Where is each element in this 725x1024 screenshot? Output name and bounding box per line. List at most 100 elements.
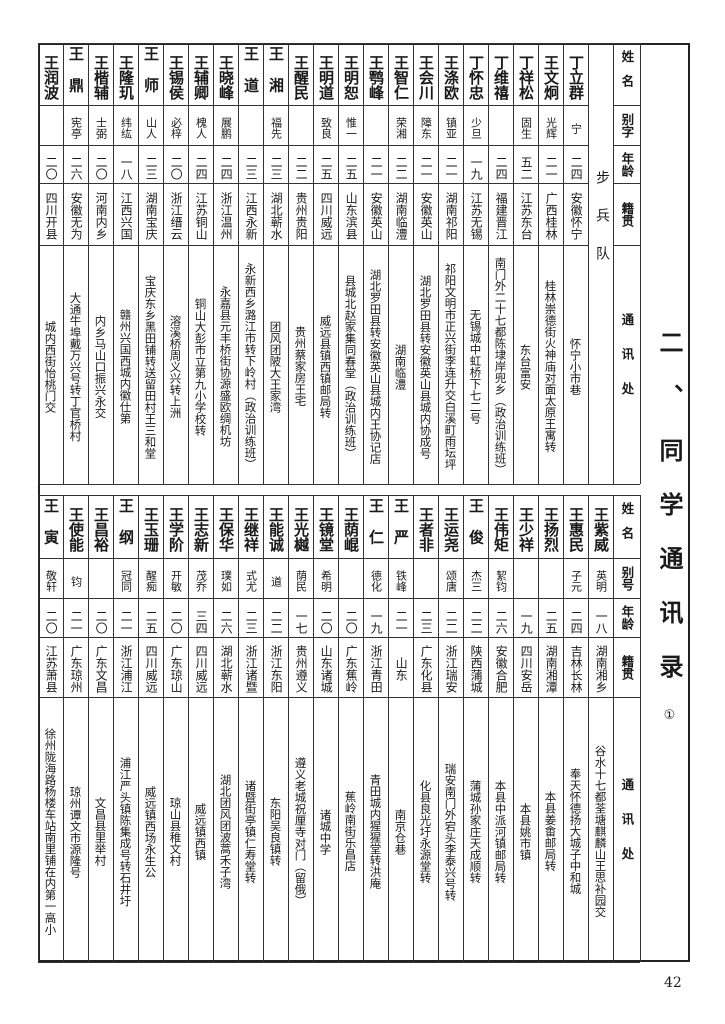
bottom-address-cell: 湖北团风团波蒿禾子湾 (218, 774, 233, 889)
top-age-cell: 二〇 (169, 156, 184, 180)
top-alias-cell: 纬纮 (119, 117, 133, 139)
top-name-cell: 王师 (142, 45, 160, 109)
bottom-header-origin-cell: 籍贯 (619, 654, 635, 680)
bottom-age-cell: 二四 (569, 609, 584, 634)
bottom-origin-cell: 湖北蕲水 (219, 645, 234, 693)
bottom-address-cell: 奉天怀德扬大城子中和城 (568, 768, 583, 895)
bottom-age-cell: 一八 (594, 609, 609, 634)
top-address-cell: 东台富安 (518, 343, 533, 390)
bottom-alias-cell: 英明 (594, 570, 608, 592)
bottom-origin-cell: 四川威远 (194, 645, 209, 693)
table-separator (38, 484, 640, 485)
top-origin-cell: 贵州贵阳 (294, 192, 309, 240)
bottom-origin-cell: 湖南湘乡 (594, 645, 609, 693)
top-address-cell: 湖南临澧 (393, 343, 408, 390)
bottom-origin-cell: 吉林长林 (569, 645, 584, 693)
top-header-origin-cell: 籍贯 (619, 201, 635, 227)
bottom-address-cell: 威远镇西镇 (193, 802, 208, 861)
bottom-name-cell: 王少祥 (517, 507, 535, 552)
top-name-cell: 王会川 (417, 54, 435, 100)
bottom-name-cell: 王伟矩 (492, 507, 510, 552)
bottom-age-cell: 二五 (144, 609, 159, 634)
top-address-cell: 桂林崇德街火神庙对面太原王寓转 (543, 280, 558, 453)
bottom-address-cell: 本县姜畬邮局转 (543, 791, 558, 872)
title-column-rule (640, 495, 641, 962)
bottom-age-cell: 二六 (494, 609, 509, 634)
top-address-cell: 铜山大彭市立第九小学校转 (193, 297, 208, 436)
top-age-cell: 二三 (269, 156, 284, 180)
bottom-alias-cell: 颂唐 (444, 570, 458, 592)
page-frame (38, 43, 690, 962)
top-column-rule (63, 43, 64, 484)
bottom-address-cell: 徐州陇海路杨楼车站南里铺在内第一高小 (43, 728, 58, 935)
top-header-address-cell: 通讯处 (619, 312, 635, 417)
bottom-name-cell: 王荫崐 (342, 507, 360, 552)
top-address-cell: 威远县镇西镇邮局转 (318, 314, 333, 419)
top-address-cell: 大通牛埠戴万兴号转丁官桥村 (68, 291, 83, 442)
bottom-age-cell: 二一 (119, 609, 134, 634)
bottom-address-cell: 化县良光圩永源堂转 (418, 779, 433, 884)
bottom-origin-cell: 浙江东阳 (269, 645, 284, 693)
bottom-origin-cell: 山东 (394, 657, 409, 681)
bottom-bottom-rule (38, 962, 640, 963)
bottom-address-cell: 本县姚市镇 (518, 802, 533, 861)
top-column-rule (438, 43, 439, 484)
top-row-rule (38, 183, 588, 184)
bottom-name-cell: 王者非 (417, 507, 435, 552)
bottom-column-rule (413, 495, 414, 962)
top-column-rule (488, 43, 489, 484)
top-alias-cell: 槐人 (194, 117, 208, 139)
bottom-name-cell: 王志新 (192, 507, 210, 552)
bottom-alias-cell: 敬轩 (44, 570, 58, 592)
bottom-name-cell: 王仁 (367, 498, 385, 561)
top-row-rule (38, 105, 588, 106)
top-address-cell: 宝庆东乡黑田铺转送留田村王三和堂 (143, 274, 158, 459)
top-origin-cell: 浙江缙云 (169, 192, 184, 240)
bottom-age-cell: 二〇 (344, 609, 359, 634)
bottom-row-rule (38, 637, 613, 638)
bottom-alias-cell: 道 (269, 575, 283, 587)
bottom-name-cell: 王继祥 (242, 507, 260, 552)
top-origin-cell: 江西永新 (244, 192, 259, 240)
bottom-name-cell: 王俊 (467, 498, 485, 561)
bottom-column-rule (388, 495, 389, 962)
bottom-alias-cell: 钧 (69, 575, 83, 587)
bottom-origin-cell: 广东化县 (419, 645, 434, 693)
top-origin-cell: 江苏东台 (519, 192, 534, 240)
bottom-alias-cell: 子元 (569, 570, 583, 592)
bottom-origin-cell: 安徽合肥 (494, 645, 509, 693)
bottom-age-cell: 二一 (69, 609, 84, 634)
bottom-age-cell: 二〇 (94, 609, 109, 634)
bottom-header-divider (613, 598, 640, 599)
bottom-header-divider (613, 637, 640, 638)
top-address-cell: 湖北罗田县转安徽英山县城内王协记店 (368, 268, 383, 465)
top-age-cell: 一八 (119, 156, 134, 180)
top-name-cell: 王鹗峰 (367, 54, 385, 100)
bottom-name-cell: 王寅 (42, 498, 60, 561)
top-origin-cell: 四川开县 (44, 192, 59, 240)
top-row-rule (38, 145, 588, 146)
top-origin-cell: 湖北蕲水 (269, 192, 284, 240)
bottom-address-cell: 诸暨街亭镇仁寿堂转 (243, 779, 258, 884)
top-address-cell: 县城北赵家集同春堂（政治训练班） (343, 274, 358, 459)
bottom-name-cell: 王运尧 (442, 507, 460, 552)
top-address-cell: 团风团陂大王家湾 (268, 320, 283, 413)
top-origin-cell: 江苏无锡 (469, 192, 484, 240)
bottom-address-cell: 威远镇西场永生公 (143, 785, 158, 878)
top-name-cell: 王智仁 (392, 54, 410, 100)
bottom-column-rule (288, 495, 289, 962)
top-alias-cell: 荣湘 (394, 117, 408, 139)
bottom-origin-cell: 广东琼山 (169, 645, 184, 693)
top-alias-cell (238, 105, 263, 145)
bottom-column-rule (488, 495, 489, 962)
top-alias-cell: 固生 (519, 117, 533, 139)
bottom-column-rule (338, 495, 339, 962)
bottom-name-cell: 王玉珊 (142, 507, 160, 552)
bottom-name-cell: 王昌裕 (92, 507, 110, 552)
bottom-row-rule (38, 598, 613, 599)
top-top-rule (38, 43, 640, 44)
top-name-cell: 丁祥松 (517, 54, 535, 100)
top-alias-cell: 光辉 (544, 117, 558, 139)
bottom-column-rule (163, 495, 164, 962)
top-origin-cell: 湖南临澧 (394, 192, 409, 240)
